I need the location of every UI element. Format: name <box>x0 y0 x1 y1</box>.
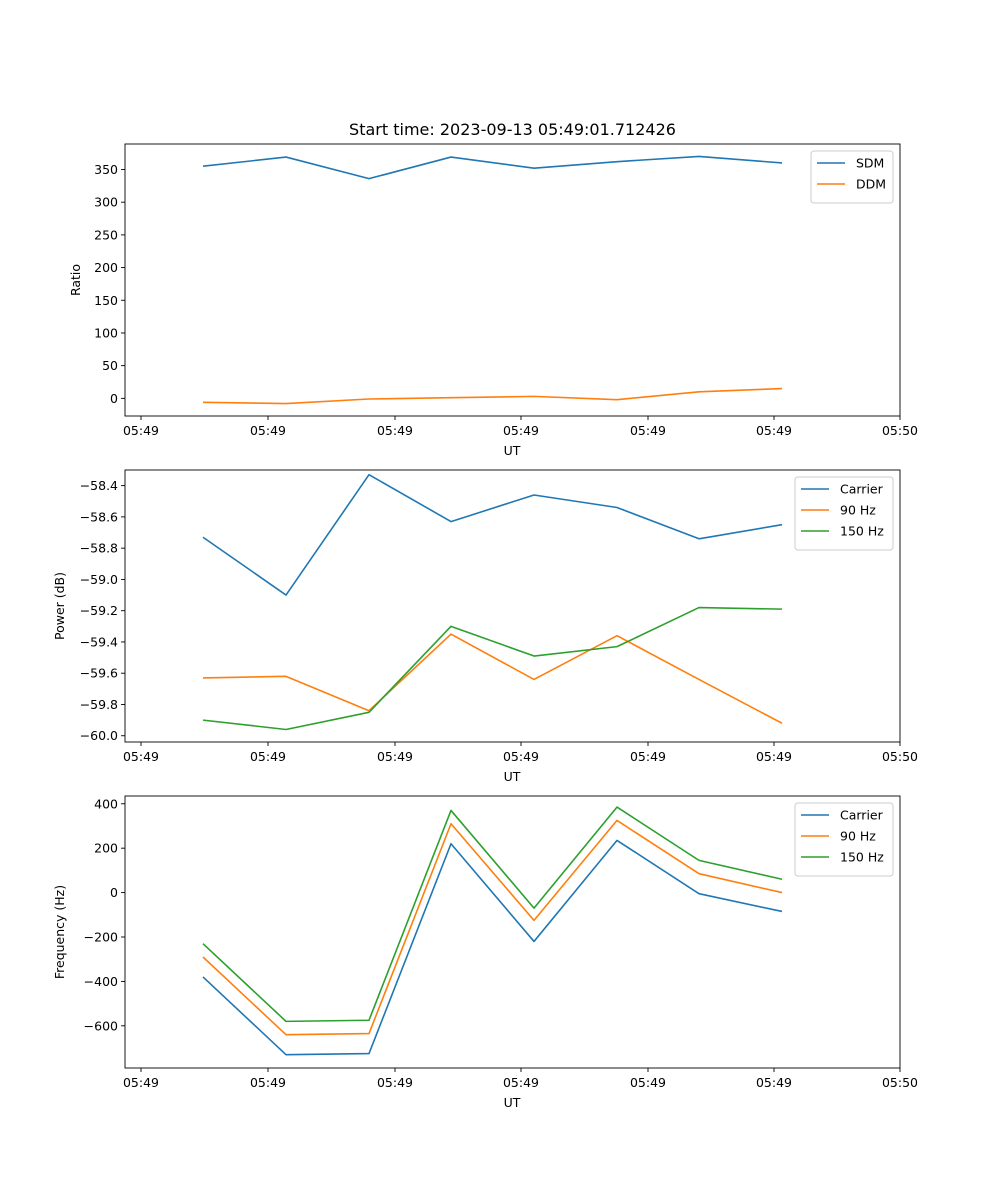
y-tick-label: −59.6 <box>80 666 118 681</box>
legend: SDM DDM <box>810 150 894 204</box>
y-tick-label: −59.8 <box>80 697 118 712</box>
series-line-150-hz <box>202 806 783 1023</box>
y-tick-label: −59.2 <box>80 603 118 618</box>
axes-frame <box>124 469 901 743</box>
axes-frame <box>124 795 901 1069</box>
x-tick-label: 05:49 <box>377 1075 413 1090</box>
series-line-90-hz <box>202 819 783 1036</box>
axes-frame <box>124 143 901 417</box>
x-tick-label: 05:49 <box>503 423 539 438</box>
legend-label: DDM <box>856 177 886 192</box>
y-tick-label: −60.0 <box>80 728 118 743</box>
x-axis-label: UT <box>504 1095 521 1110</box>
y-tick-label: −400 <box>84 974 118 989</box>
y-tick-label: −59.0 <box>80 572 118 587</box>
y-axis-label: Frequency (Hz) <box>52 885 67 979</box>
series-line-carrier <box>202 473 783 596</box>
panel-3: 05:49 05:49 05:49 05:49 05:49 05:49 05:50 −600 −… <box>52 795 918 1110</box>
x-tick-label: 05:49 <box>630 749 666 764</box>
x-tick-label: 05:49 <box>756 423 792 438</box>
y-tick-label: −600 <box>84 1018 118 1033</box>
y-tick-label: −200 <box>84 929 118 944</box>
legend-label: 150 Hz <box>840 524 884 539</box>
x-tick-label: 05:49 <box>123 423 159 438</box>
legend-box <box>810 150 894 204</box>
legend-label: Carrier <box>840 482 884 497</box>
legend-label: 90 Hz <box>840 503 876 518</box>
legend-label: SDM <box>856 156 884 171</box>
legend-label: 90 Hz <box>840 829 876 844</box>
chart-title: Start time: 2023-09-13 05:49:01.712426 <box>349 120 676 139</box>
y-tick-label: −58.8 <box>80 541 118 556</box>
panel-1: Start time: 2023-09-13 05:49:01.71242605… <box>68 120 918 458</box>
y-tick-label: −59.4 <box>80 634 118 649</box>
x-axis-label: UT <box>504 443 521 458</box>
x-tick-label: 05:49 <box>377 749 413 764</box>
y-tick-label: 350 <box>94 162 118 177</box>
legend: Carrier 90 Hz 150 Hz <box>794 802 894 877</box>
panel-2: 05:49 05:49 05:49 05:49 05:49 05:49 05:50 −60.0… <box>52 469 918 784</box>
x-tick-label: 05:50 <box>882 749 918 764</box>
y-tick-label: 100 <box>94 325 118 340</box>
y-tick-label: 300 <box>94 195 118 210</box>
y-axis-label: Ratio <box>68 264 83 296</box>
legend: Carrier 90 Hz 150 Hz <box>794 476 894 551</box>
legend-label: Carrier <box>840 808 884 823</box>
series-line-90-hz <box>202 633 783 724</box>
series-line-150-hz <box>202 606 783 731</box>
x-tick-label: 05:49 <box>630 423 666 438</box>
y-tick-label: 250 <box>94 227 118 242</box>
x-tick-label: 05:50 <box>882 423 918 438</box>
y-tick-label: 0 <box>110 391 118 406</box>
y-axis-label: Power (dB) <box>52 572 67 640</box>
x-tick-label: 05:49 <box>123 1075 159 1090</box>
series-line-ddm <box>202 387 783 405</box>
x-tick-label: 05:49 <box>756 1075 792 1090</box>
series-line-sdm <box>202 155 783 180</box>
x-tick-label: 05:49 <box>250 1075 286 1090</box>
y-tick-label: −58.6 <box>80 509 118 524</box>
x-tick-label: 05:49 <box>250 423 286 438</box>
series-line-carrier <box>202 839 783 1056</box>
x-axis-label: UT <box>504 769 521 784</box>
y-tick-label: 200 <box>94 260 118 275</box>
y-tick-label: 0 <box>110 885 118 900</box>
x-tick-label: 05:49 <box>630 1075 666 1090</box>
y-tick-label: 50 <box>102 358 118 373</box>
y-tick-label: 200 <box>94 841 118 856</box>
y-tick-label: 400 <box>94 796 118 811</box>
x-tick-label: 05:49 <box>503 749 539 764</box>
x-tick-label: 05:49 <box>756 749 792 764</box>
x-tick-label: 05:49 <box>377 423 413 438</box>
x-tick-label: 05:49 <box>123 749 159 764</box>
x-tick-label: 05:49 <box>250 749 286 764</box>
x-tick-label: 05:50 <box>882 1075 918 1090</box>
y-tick-label: 150 <box>94 293 118 308</box>
x-tick-label: 05:49 <box>503 1075 539 1090</box>
y-tick-label: −58.4 <box>80 478 118 493</box>
legend-label: 150 Hz <box>840 850 884 865</box>
